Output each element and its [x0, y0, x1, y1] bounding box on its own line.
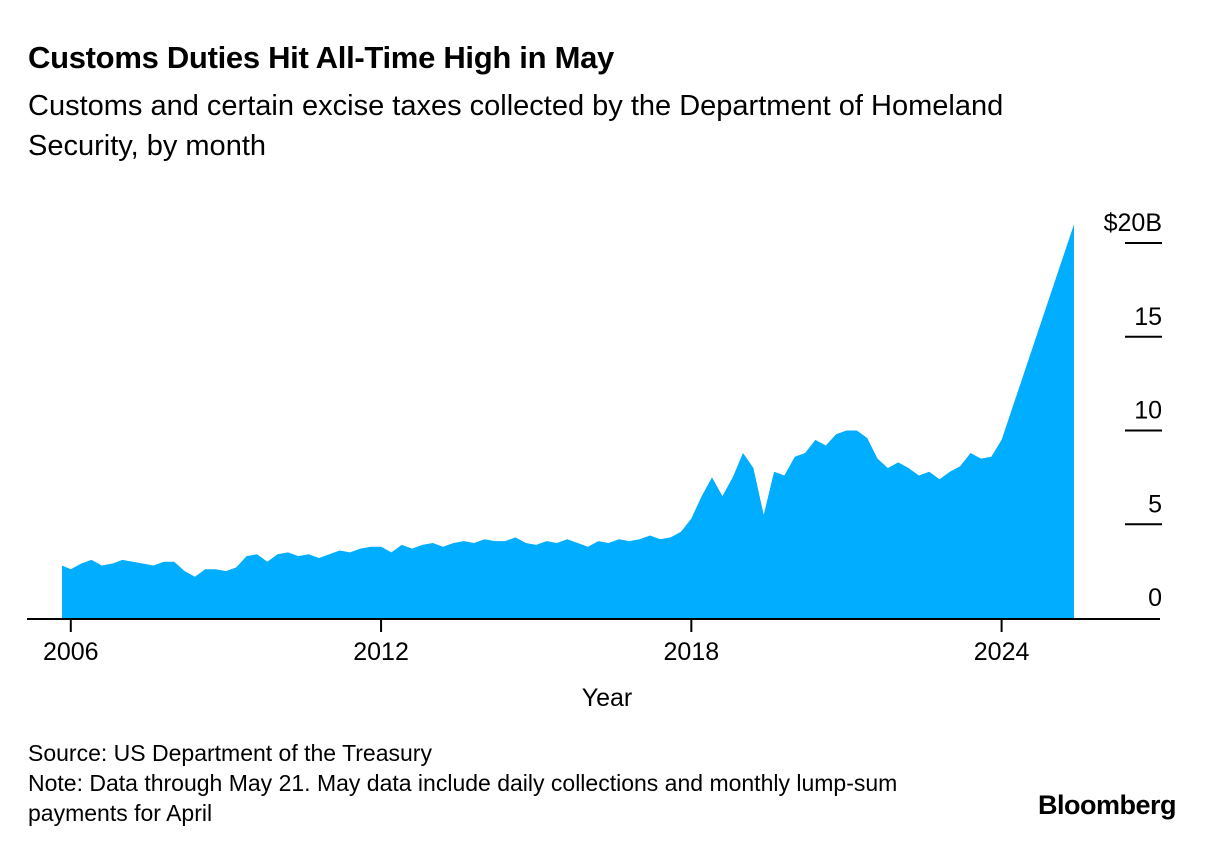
y-tick-label: 10 [1134, 397, 1162, 425]
x-axis: 2006 2012 2018 2024 [43, 619, 1030, 666]
x-tick-label: 2012 [353, 638, 409, 666]
note-text: Note: Data through May 21. May data incl… [28, 770, 898, 826]
plot-group [27, 224, 1160, 620]
source-text: Source: US Department of the Treasury [28, 740, 432, 766]
bloomberg-logo: Bloomberg [1037, 790, 1177, 820]
chart-title: Customs Duties Hit All-Time High in May [28, 40, 614, 75]
y-tick-label: 15 [1134, 303, 1162, 331]
chart-area: 0 5 10 15 $20B 2006 2012 2018 2024 Year [27, 209, 1162, 712]
y-tick-label: 0 [1148, 584, 1162, 612]
footer: Source: US Department of the Treasury No… [28, 738, 948, 828]
series-area [62, 224, 1074, 619]
x-tick-label: 2006 [43, 638, 99, 666]
x-tick-label: 2024 [974, 638, 1030, 666]
chart-subtitle: Customs and certain excise taxes collect… [28, 90, 1004, 162]
y-axis: 0 5 10 15 $20B [1104, 209, 1162, 612]
x-axis-title: Year [582, 684, 633, 712]
y-tick-label: 5 [1148, 490, 1162, 518]
y-tick-label: $20B [1104, 209, 1162, 237]
x-tick-label: 2018 [664, 638, 720, 666]
